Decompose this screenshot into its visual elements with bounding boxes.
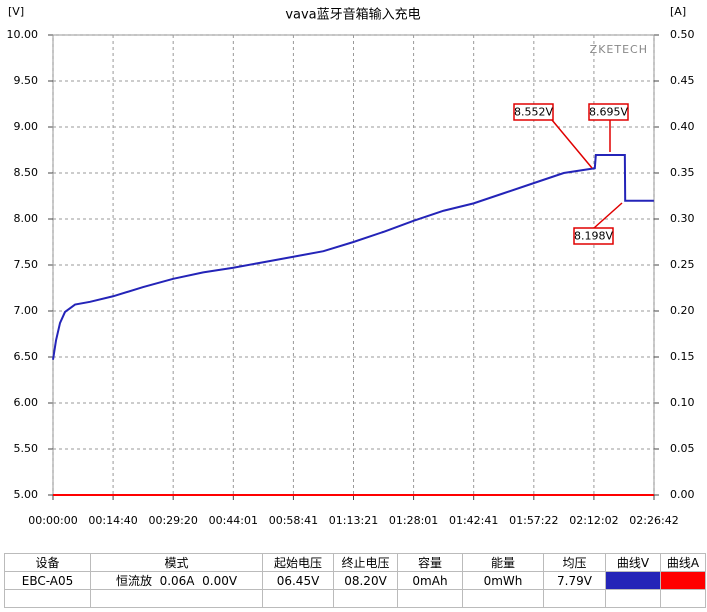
table-row: 设备 模式 起始电压 终止电压 容量 能量 均压 曲线V 曲线A: [4, 553, 706, 572]
y2-tick-label: 0.50: [670, 28, 695, 41]
cell: 0mAh: [397, 571, 463, 590]
cell: 08.20V: [333, 571, 398, 590]
x-tick-label: 02:12:02: [569, 514, 618, 527]
watermark: ZKETECH: [590, 43, 648, 56]
header-cell: 能量: [462, 553, 544, 572]
cell: [397, 589, 463, 608]
header-cell: 曲线V: [605, 553, 661, 572]
chart-title: vava蓝牙音箱输入充电: [285, 7, 420, 23]
x-tick-label: 00:14:40: [88, 514, 137, 527]
x-tick-label: 00:00:00: [28, 514, 77, 527]
header-cell: 均压: [543, 553, 606, 572]
cell: [90, 589, 263, 608]
y-tick-label: 7.00: [14, 304, 39, 317]
cell: 0mWh: [462, 571, 544, 590]
y-tick-label: 6.50: [14, 350, 39, 363]
annotation-box: [588, 103, 629, 121]
y2-tick-label: 0.10: [670, 396, 695, 409]
x-tick-label: 02:26:42: [629, 514, 678, 527]
series-line: [52, 154, 654, 360]
y-axis-label: [V]: [8, 5, 24, 18]
y-tick-label: 9.00: [14, 120, 39, 133]
cell: [262, 589, 334, 608]
cell: EBC-A05: [4, 571, 91, 590]
annotation-leader: [593, 202, 623, 229]
cell: [543, 589, 606, 608]
header-cell: 设备: [4, 553, 91, 572]
y-tick-label: 6.00: [14, 396, 39, 409]
y-tick-label: 9.50: [14, 74, 39, 87]
header-cell: 曲线A: [660, 553, 706, 572]
header-cell: 起始电压: [262, 553, 334, 572]
cell: [605, 589, 661, 608]
x-tick-label: 01:13:21: [329, 514, 378, 527]
y2-tick-label: 0.35: [670, 166, 695, 179]
x-tick-label: 01:42:41: [449, 514, 498, 527]
y2-tick-label: 0.45: [670, 74, 695, 87]
y2-axis-label: [A]: [670, 5, 686, 18]
y2-tick-label: 0.05: [670, 442, 695, 455]
table-row: [4, 589, 706, 608]
y2-tick-label: 0.40: [670, 120, 695, 133]
y-tick-label: 5.50: [14, 442, 39, 455]
cell: [660, 589, 706, 608]
annotation: 8.552V: [514, 106, 553, 119]
header-cell: 模式: [90, 553, 263, 572]
x-tick-label: 00:58:41: [269, 514, 318, 527]
annotation-box: [513, 103, 554, 121]
annotation: 8.198V: [574, 230, 613, 243]
cell: [462, 589, 544, 608]
y2-tick-label: 0.00: [670, 488, 695, 501]
y-tick-label: 8.50: [14, 166, 39, 179]
summary-table: 设备 模式 起始电压 终止电压 容量 能量 均压 曲线V 曲线A EBC-A05 恒流放 0.06A…: [4, 553, 706, 608]
y2-tick-label: 0.15: [670, 350, 695, 363]
y2-tick-label: 0.25: [670, 258, 695, 271]
y2-tick-label: 0.20: [670, 304, 695, 317]
cell: 7.79V: [543, 571, 606, 590]
x-tick-label: 00:44:01: [209, 514, 258, 527]
y2-tick-label: 0.30: [670, 212, 695, 225]
chart: vava蓝牙音箱输入充电 [V] [A] ZKETECH 5.00 5.50 6.0…: [7, 5, 695, 527]
annotation-leader: [551, 119, 593, 169]
x-tick-label: 00:29:20: [148, 514, 197, 527]
legend-swatch: [605, 571, 661, 590]
annotation-box: [573, 227, 614, 245]
cell: [333, 589, 398, 608]
annotation: 8.695V: [589, 106, 628, 119]
header-cell: 容量: [397, 553, 463, 572]
y-tick-label: 7.50: [14, 258, 39, 271]
header-cell: 终止电压: [333, 553, 398, 572]
y-tick-label: 5.00: [14, 488, 39, 501]
x-tick-label: 01:28:01: [389, 514, 438, 527]
table-row: EBC-A05 恒流放 0.06A 0.00V 06.45V 08.20V 0mAh 0m…: [4, 571, 706, 590]
x-tick-label: 01:57:22: [509, 514, 558, 527]
y-tick-label: 8.00: [14, 212, 39, 225]
y-tick-label: 10.00: [7, 28, 39, 41]
cell: 06.45V: [262, 571, 334, 590]
legend-swatch: [660, 571, 706, 590]
cell: [4, 589, 91, 608]
cell: 恒流放 0.06A 0.00V: [90, 571, 263, 590]
